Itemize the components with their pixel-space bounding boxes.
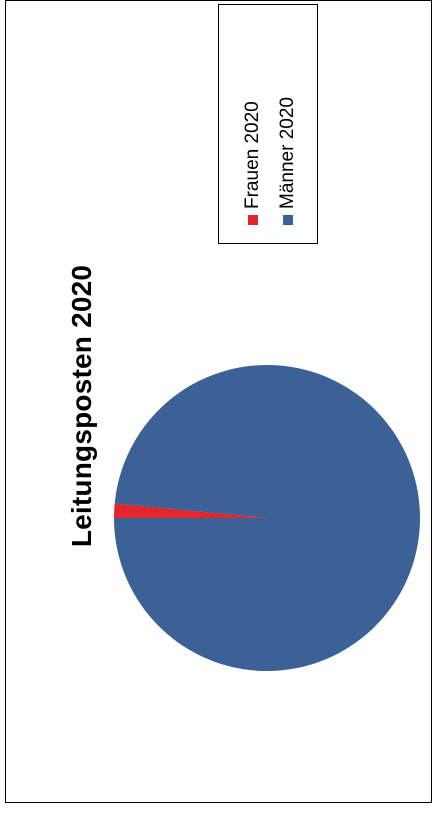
chart-title: Leitungsposten 2020 <box>66 264 97 548</box>
legend-item-frauen: Frauen 2020 <box>242 101 264 225</box>
legend-swatch-maenner <box>283 215 293 225</box>
pie-slice-maenner <box>113 365 420 671</box>
chart-legend: Frauen 2020 Männer 2020 <box>218 4 318 244</box>
legend-label-maenner: Männer 2020 <box>277 97 298 209</box>
chart-frame: Leitungsposten 2020 Frauen 2020 Männer 2… <box>5 0 432 803</box>
legend-item-maenner: Männer 2020 <box>277 97 299 225</box>
pie-chart <box>113 365 420 671</box>
legend-label-frauen: Frauen 2020 <box>242 101 263 209</box>
legend-swatch-frauen <box>248 215 258 225</box>
pie-slice-frauen <box>114 503 267 518</box>
